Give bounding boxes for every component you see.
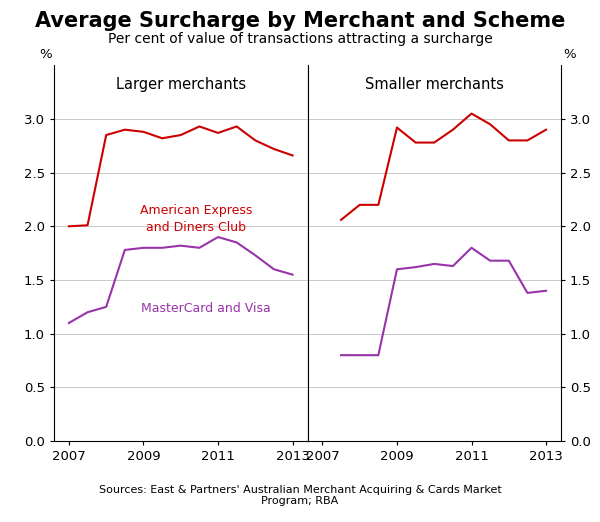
- Text: Smaller merchants: Smaller merchants: [365, 77, 503, 91]
- Text: American Express
and Diners Club: American Express and Diners Club: [140, 204, 252, 234]
- Text: MasterCard and Visa: MasterCard and Visa: [141, 302, 271, 315]
- Text: Average Surcharge by Merchant and Scheme: Average Surcharge by Merchant and Scheme: [35, 11, 565, 31]
- Text: %: %: [563, 49, 576, 62]
- Text: Sources: East & Partners' Australian Merchant Acquiring & Cards Market
Program; : Sources: East & Partners' Australian Mer…: [98, 485, 502, 506]
- Text: %: %: [39, 49, 52, 62]
- Text: Larger merchants: Larger merchants: [116, 77, 246, 91]
- Text: Per cent of value of transactions attracting a surcharge: Per cent of value of transactions attrac…: [107, 32, 493, 46]
